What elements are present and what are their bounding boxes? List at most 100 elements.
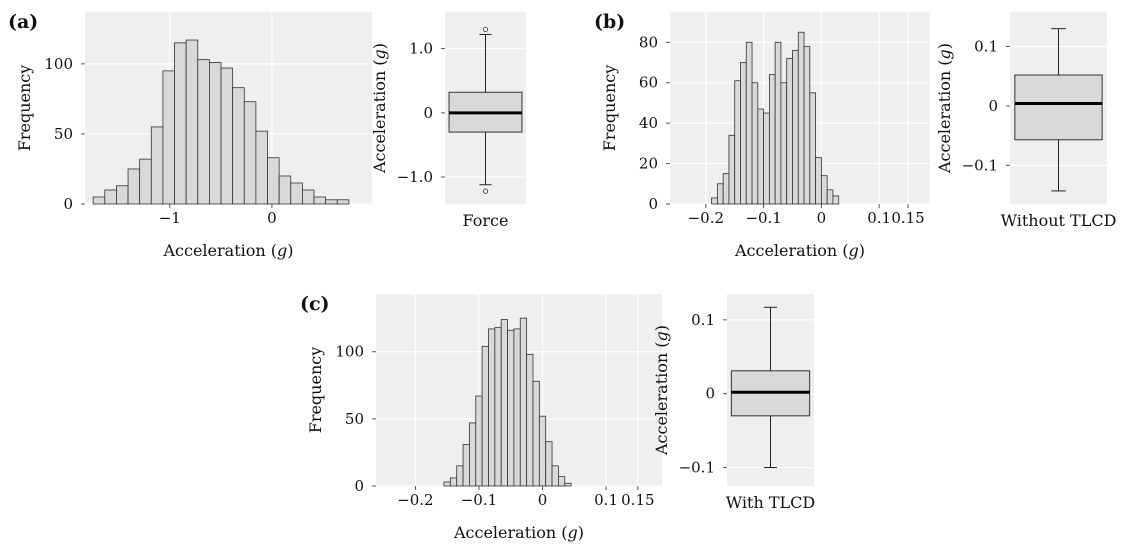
panel-c-label: (c) — [300, 293, 330, 315]
histogram-bar — [526, 354, 534, 487]
histogram-bar — [792, 50, 799, 205]
box-iqr — [1014, 74, 1103, 141]
histogram-bar — [507, 329, 515, 487]
y-tick-label: 0.1 — [691, 311, 715, 329]
box-category-label: With TLCD — [726, 493, 815, 512]
panel-b-label: (b) — [594, 11, 625, 33]
histogram-bar — [127, 168, 141, 205]
x-axis-title-unit: g — [568, 523, 578, 542]
histogram-bar — [475, 395, 483, 487]
histogram-bar — [751, 82, 759, 205]
histogram-bar — [763, 112, 770, 205]
histogram-bar — [711, 197, 718, 205]
histogram-b: −0.2 −0.1 0 0.1 0.15 0 20 40 60 80 Acceleration (g… — [600, 12, 930, 260]
histogram-bar — [92, 196, 106, 205]
y-tick-label: 1.0 — [409, 40, 433, 58]
histogram-bar — [797, 31, 805, 205]
y-axis-title-unit: g — [652, 331, 671, 341]
x-axis-title: Acceleration (g) — [162, 241, 293, 260]
histogram-bar — [740, 62, 747, 205]
x-axis-title: Acceleration (g) — [734, 241, 865, 260]
histogram-bar — [551, 465, 559, 487]
histogram-bar — [325, 199, 338, 205]
histogram-bar — [139, 158, 152, 205]
y-axis-title-unit: g — [935, 49, 954, 59]
histogram-bar — [469, 422, 477, 487]
histogram-bar — [538, 415, 547, 487]
histogram-bar — [232, 87, 245, 205]
y-tick-label: 40 — [639, 114, 658, 132]
histogram-bar — [728, 134, 736, 205]
y-axis-title-close: ) — [935, 43, 954, 49]
y-tick-label: 0 — [63, 195, 73, 213]
histogram-bar — [768, 74, 776, 205]
y-tick-label: 0.1 — [974, 37, 998, 55]
x-tick-label: −0.1 — [745, 209, 781, 227]
histogram-bar — [162, 70, 175, 205]
histogram-bar — [336, 199, 350, 205]
x-tick-label: −0.2 — [688, 209, 724, 227]
y-tick-label: 0 — [354, 477, 364, 495]
x-tick-label: 0 — [538, 491, 548, 509]
histogram-bar — [220, 67, 234, 205]
y-axis-title-close: ) — [652, 325, 671, 331]
y-axis-title-text: Acceleration ( — [935, 59, 954, 174]
histogram-bar — [734, 80, 741, 205]
x-axis-title-text: Acceleration ( — [734, 241, 849, 260]
y-tick-label: −0.1 — [679, 459, 715, 477]
histogram-bar — [104, 189, 117, 205]
histogram-bar — [558, 476, 566, 487]
histogram-bar — [532, 380, 540, 487]
y-tick-label: 100 — [44, 55, 73, 73]
histogram-bar — [500, 319, 508, 487]
histogram-bar — [116, 185, 129, 205]
y-tick-label: 50 — [54, 125, 73, 143]
y-tick-label: −1.0 — [397, 168, 433, 186]
histogram-bar — [513, 328, 521, 487]
x-tick-label: −0.2 — [397, 491, 433, 509]
box-category-label: Force — [463, 211, 509, 230]
y-tick-label: 100 — [335, 343, 364, 361]
histogram-bar — [456, 465, 464, 487]
histogram-bar — [815, 157, 822, 205]
histogram-bar — [488, 328, 496, 487]
histogram-bar — [832, 195, 840, 205]
x-tick-label: 0.1 — [867, 209, 891, 227]
x-axis-title-close: ) — [287, 241, 293, 260]
y-tick-label: 0 — [705, 385, 715, 403]
histogram-bar — [803, 45, 811, 205]
outlier-point — [482, 26, 489, 32]
y-tick-label: 0 — [648, 195, 658, 213]
histogram-bar — [826, 189, 834, 205]
x-tick-label: −1 — [159, 209, 181, 227]
x-tick-label: 0.15 — [891, 209, 924, 227]
x-axis-title-text: Acceleration ( — [453, 523, 568, 542]
histogram-bar — [290, 182, 303, 205]
x-axis-title-text: Acceleration ( — [162, 241, 277, 260]
panel-a-label: (a) — [8, 11, 38, 33]
histogram-bar — [209, 62, 222, 205]
y-tick-label: 60 — [639, 74, 658, 92]
y-tick-label: 80 — [639, 33, 658, 51]
histogram-bar — [267, 157, 280, 205]
x-axis-title-close: ) — [578, 523, 584, 542]
histogram-bar — [174, 42, 187, 205]
y-axis-title-text: Acceleration ( — [370, 59, 389, 174]
y-tick-label: 50 — [345, 410, 364, 428]
y-axis-title: Acceleration (g) — [652, 325, 671, 456]
x-tick-label: 0 — [267, 209, 277, 227]
histogram-bar — [716, 183, 724, 205]
histogram-bar — [820, 175, 828, 205]
x-tick-label: 0.15 — [621, 491, 654, 509]
histogram-a: −1 0 0 50 100 Acceleration (g) Frequency — [15, 12, 372, 260]
histogram-bar — [255, 130, 268, 205]
x-axis-title-close: ) — [859, 241, 865, 260]
histogram-bar — [809, 92, 816, 205]
y-tick-label: 20 — [639, 155, 658, 173]
histogram-bar — [278, 175, 292, 205]
y-axis-title: Acceleration (g) — [370, 43, 389, 174]
y-axis-title-close: ) — [370, 43, 389, 49]
y-axis-title-unit: g — [370, 49, 389, 59]
histogram-bar — [774, 41, 782, 205]
histogram-bar — [449, 477, 458, 487]
